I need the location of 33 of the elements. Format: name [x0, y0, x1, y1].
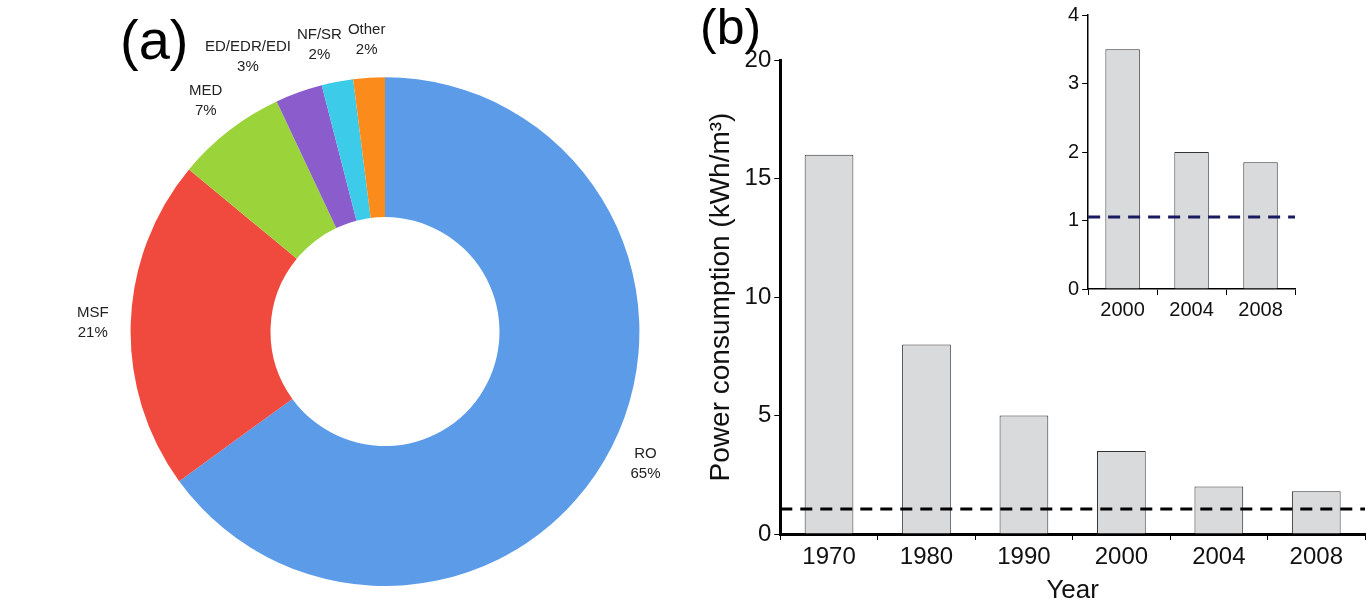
data-label: 2% — [308, 44, 331, 62]
slice-label: RO — [634, 444, 657, 462]
y-tick-label: 10 — [744, 281, 772, 309]
slice-label: NF/SR — [296, 24, 343, 42]
y-tick-label: 0 — [1068, 276, 1080, 299]
slice-label: MSF — [76, 302, 109, 320]
x-tick-label: 1980 — [899, 542, 954, 570]
x-tick-label: 2000 — [1094, 542, 1149, 570]
data-label: 3% — [237, 56, 259, 74]
x-tick-label: 1990 — [997, 542, 1051, 570]
y-tick-label: 1 — [1068, 208, 1080, 231]
x-tick-label: 2008 — [1238, 297, 1283, 320]
slice-label: MED — [189, 80, 223, 98]
x-tick-label: 1970 — [802, 542, 856, 570]
y-axis-title: Power consumption (kWh/m³) — [703, 112, 735, 482]
data-label: 7% — [194, 100, 217, 118]
y-tick-label: 5 — [757, 400, 772, 428]
x-tick-label: 2004 — [1169, 297, 1214, 320]
data-label: 65% — [630, 464, 661, 482]
y-tick-label: 15 — [744, 163, 772, 191]
data-label: 21% — [77, 322, 108, 340]
y-tick-label: 3 — [1068, 71, 1080, 94]
x-tick-label: 2004 — [1192, 542, 1246, 570]
chart-title: (a) — [120, 8, 189, 72]
x-axis-title: Year — [1046, 573, 1100, 604]
y-tick-label: 4 — [1068, 2, 1080, 25]
x-tick-label: 2008 — [1289, 542, 1343, 570]
slice-label: ED/EDR/EDI — [205, 36, 291, 54]
y-tick-label: 2 — [1068, 139, 1080, 162]
slice-label: Other — [347, 19, 386, 37]
y-tick-label: 0 — [757, 518, 772, 546]
data-label: 2% — [355, 39, 378, 57]
x-tick-label: 2000 — [1100, 297, 1145, 320]
